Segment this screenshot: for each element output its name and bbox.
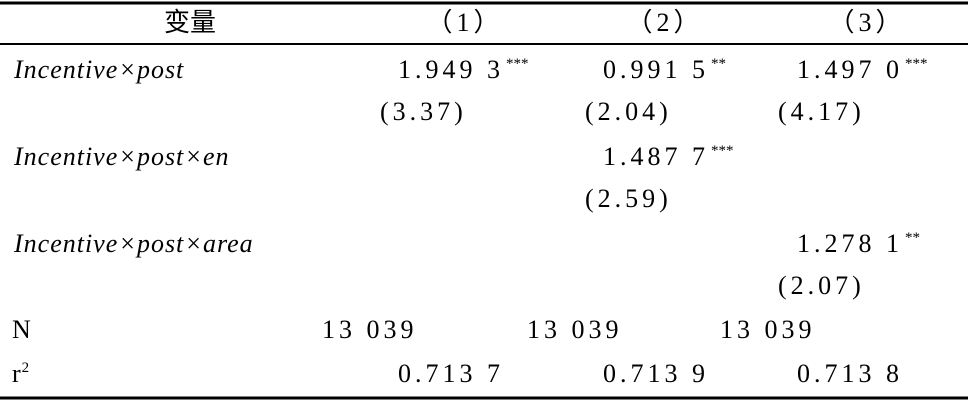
significance-stars: ** <box>905 230 920 246</box>
times-sign: × <box>186 229 201 258</box>
significance-stars: *** <box>711 143 734 159</box>
variable-name: Incentive <box>13 55 118 84</box>
coef-value: 1.487 7 <box>603 142 709 171</box>
row-label: Incentive×post×en <box>13 142 230 171</box>
t-statistic: (3.37) <box>380 97 467 126</box>
r-superscript: 2 <box>22 360 30 376</box>
t-statistic: (2.07) <box>778 271 865 300</box>
variable-name: post <box>135 142 184 171</box>
column-header: （1） <box>426 8 503 37</box>
coefficient: 1.278 1 ** <box>797 229 920 258</box>
coef-value: 1.949 3 <box>398 55 504 84</box>
t-statistic: (2.59) <box>585 184 672 213</box>
row-label: Incentive×post <box>13 55 184 84</box>
variable-name: post <box>135 55 184 84</box>
coefficient: 1.497 0 *** <box>797 55 928 84</box>
significance-stars: *** <box>905 56 928 72</box>
r2-value: 0.713 8 <box>797 359 903 388</box>
r-label: r <box>12 359 21 388</box>
times-sign: × <box>120 142 135 171</box>
t-statistic: (2.04) <box>585 97 672 126</box>
variable-name: Incentive <box>13 142 118 171</box>
n-value: 13 039 <box>720 315 816 344</box>
variable-name: area <box>203 229 254 258</box>
row-label: N <box>12 315 31 344</box>
coef-value: 1.497 0 <box>797 55 903 84</box>
times-sign: × <box>120 229 135 258</box>
column-header: （3） <box>828 8 905 37</box>
coefficient: 1.487 7 *** <box>603 142 734 171</box>
times-sign: × <box>120 55 135 84</box>
significance-stars: ** <box>711 56 726 72</box>
n-value: 13 039 <box>322 315 418 344</box>
r2-value: 0.713 9 <box>603 359 709 388</box>
t-statistic: (4.17) <box>778 97 865 126</box>
column-header: （2） <box>626 8 703 37</box>
variable-name: en <box>203 142 230 171</box>
column-header: 变量 <box>164 8 216 37</box>
row-label: r2 <box>12 359 29 388</box>
coefficient: 0.991 5 ** <box>603 55 726 84</box>
coef-value: 1.278 1 <box>797 229 903 258</box>
significance-stars: *** <box>506 56 529 72</box>
row-label: Incentive×post×area <box>13 229 254 258</box>
n-value: 13 039 <box>527 315 623 344</box>
variable-name: post <box>135 229 184 258</box>
coef-value: 0.991 5 <box>603 55 709 84</box>
r2-value: 0.713 7 <box>398 359 504 388</box>
times-sign: × <box>186 142 201 171</box>
variable-name: Incentive <box>13 229 118 258</box>
coefficient: 1.949 3 *** <box>398 55 529 84</box>
